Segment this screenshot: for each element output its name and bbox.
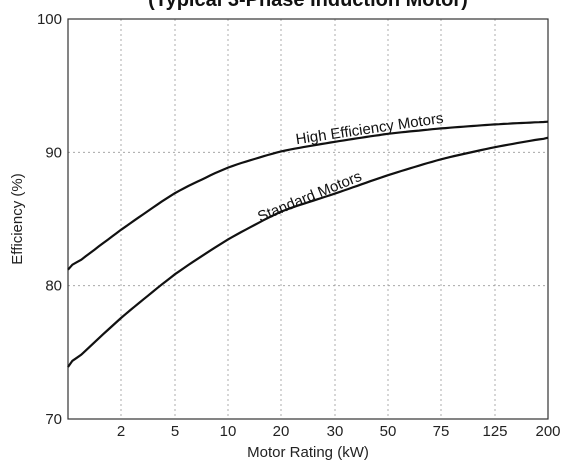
series-line-high-efficiency — [67, 120, 549, 271]
series-labels: High Efficiency Motors Standard Motors — [255, 110, 444, 226]
series-lines — [67, 120, 549, 368]
x-tick-labels: 2 5 10 20 30 50 75 125 200 — [117, 423, 561, 440]
y-tick-label: 70 — [45, 411, 62, 428]
x-tick-label: 2 — [117, 423, 125, 440]
grid — [68, 18, 549, 420]
x-tick-label: 20 — [273, 423, 290, 440]
x-tick-label: 5 — [171, 423, 179, 440]
x-tick-label: 30 — [327, 423, 344, 440]
x-tick-label: 200 — [535, 423, 560, 440]
y-axis-label: Efficiency (%) — [9, 173, 26, 264]
x-tick-label: 125 — [482, 423, 507, 440]
series-label-high-efficiency: High Efficiency Motors — [295, 110, 445, 148]
x-axis-label: Motor Rating (kW) — [247, 444, 369, 461]
series-line-standard — [67, 136, 549, 368]
y-tick-label: 80 — [45, 278, 62, 295]
chart-title: (Typical 3-Phase Induction Motor) — [148, 0, 468, 11]
x-tick-label: 50 — [380, 423, 397, 440]
y-tick-labels: 70 80 90 100 — [37, 11, 62, 428]
x-tick-label: 10 — [220, 423, 237, 440]
y-tick-label: 90 — [45, 144, 62, 161]
series-label-standard: Standard Motors — [255, 168, 364, 226]
x-tick-label: 75 — [433, 423, 450, 440]
y-tick-label: 100 — [37, 11, 62, 28]
plot-frame — [67, 18, 549, 420]
